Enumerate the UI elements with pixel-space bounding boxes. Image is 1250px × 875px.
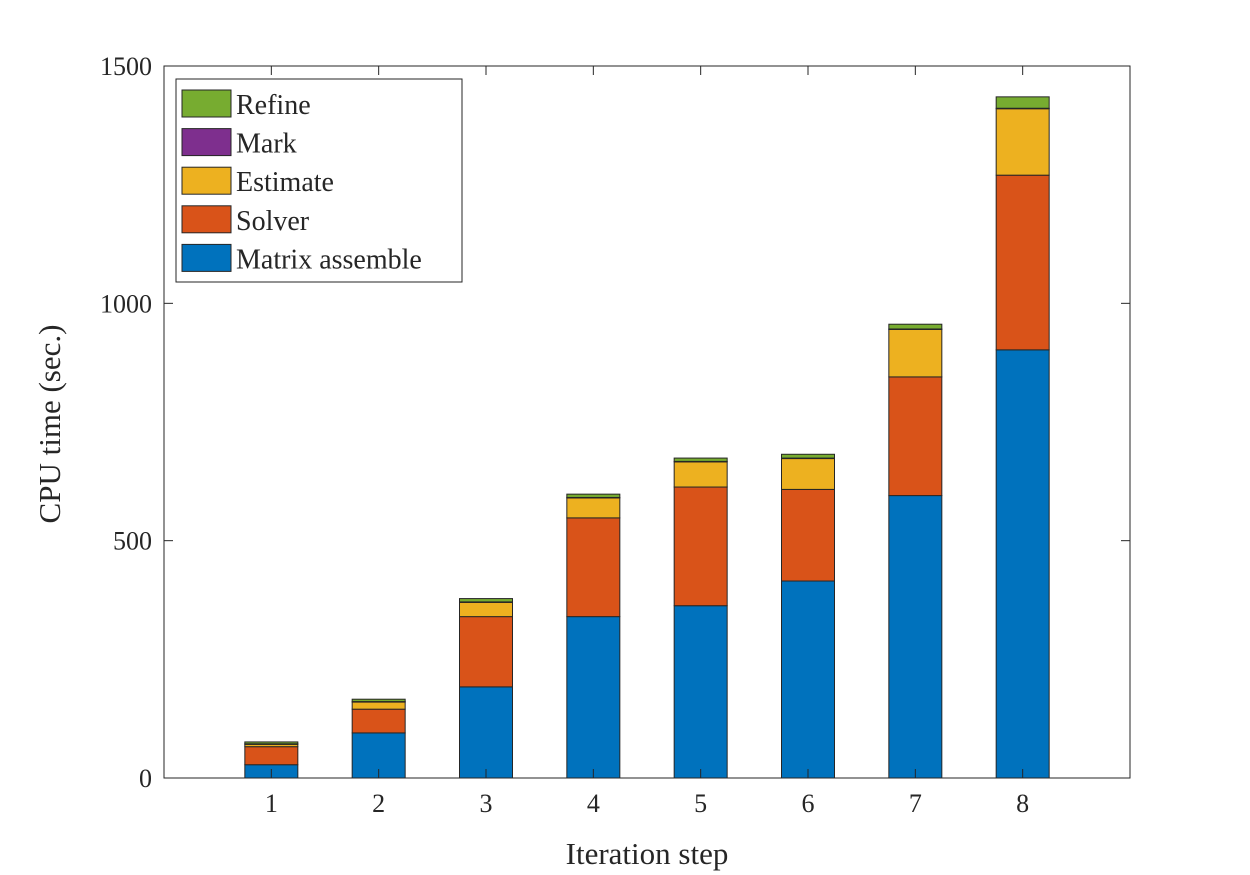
bar-segment-refine-7 (888, 323, 943, 330)
y-tick-label: 0 (139, 764, 152, 793)
y-tick-label: 1500 (100, 52, 152, 81)
bar-segment-refine-4 (566, 493, 621, 498)
bar-segment-solver-6 (781, 488, 835, 582)
bar-segment-refine-2 (351, 698, 406, 703)
bar-segment-solver-1 (244, 746, 299, 766)
axes-layer: 1 2 3 4 5 6 7 8 0 500 1000 1500 (100, 52, 1130, 818)
bar-segment-matrix-assemble-8 (995, 349, 1050, 779)
bar-segment-refine-8 (995, 96, 1050, 109)
bar-segment-solver-3 (459, 616, 513, 688)
legend-swatch-mark (181, 128, 232, 157)
x-tick-label: 7 (909, 789, 922, 818)
legend-label-solver: Solver (236, 206, 310, 237)
legend-label-estimate: Estimate (236, 167, 334, 198)
bar-segment-matrix-assemble-5 (673, 605, 728, 779)
legend: Refine Mark Estimate Solver Matrix assemble (175, 78, 463, 283)
y-tick-label: 500 (113, 527, 152, 556)
x-tick-label: 2 (372, 789, 385, 818)
x-tick-label: 4 (587, 789, 600, 818)
x-tick-label: 6 (802, 789, 815, 818)
bar-segment-estimate-5 (673, 461, 728, 488)
bar-segment-estimate-3 (459, 601, 513, 618)
legend-label-mark: Mark (236, 129, 297, 160)
bar-segment-matrix-assemble-4 (566, 616, 621, 779)
y-axis-title: CPU time (sec.) (32, 325, 67, 524)
bar-segment-solver-7 (888, 376, 943, 497)
x-tick-label: 5 (694, 789, 707, 818)
bar-segment-matrix-assemble-6 (781, 580, 835, 779)
x-tick-label: 8 (1016, 789, 1029, 818)
legend-label-refine: Refine (236, 90, 311, 121)
legend-swatch-estimate (181, 166, 232, 195)
bar-segment-estimate-6 (781, 458, 835, 490)
bar-segment-refine-3 (459, 598, 513, 603)
legend-label-matrix-assemble: Matrix assemble (236, 244, 422, 275)
legend-swatch-solver (181, 205, 232, 234)
bar-segment-estimate-8 (995, 108, 1050, 176)
legend-swatch-refine (181, 89, 232, 118)
bar-segment-estimate-7 (888, 328, 943, 378)
bar-segment-refine-5 (673, 457, 728, 462)
bar-segment-solver-8 (995, 174, 1050, 351)
y-tick-label: 1000 (100, 289, 152, 318)
plot-frame (163, 65, 1131, 779)
bar-segment-solver-2 (351, 708, 406, 734)
bar-segment-refine-6 (781, 453, 835, 459)
bar-segment-refine-1 (244, 741, 299, 745)
x-axis-title: Iteration step (566, 836, 729, 871)
legend-swatch-matrix-assemble (181, 243, 232, 272)
bar-segment-estimate-2 (351, 701, 406, 710)
x-tick-label: 1 (265, 789, 278, 818)
x-tick-label: 3 (480, 789, 493, 818)
bar-segment-solver-5 (673, 486, 728, 607)
bar-segment-solver-4 (566, 517, 621, 618)
bar-segment-matrix-assemble-3 (459, 686, 513, 779)
bars-layer (244, 96, 1050, 779)
bar-segment-estimate-4 (566, 497, 621, 519)
bar-segment-matrix-assemble-7 (888, 495, 943, 779)
